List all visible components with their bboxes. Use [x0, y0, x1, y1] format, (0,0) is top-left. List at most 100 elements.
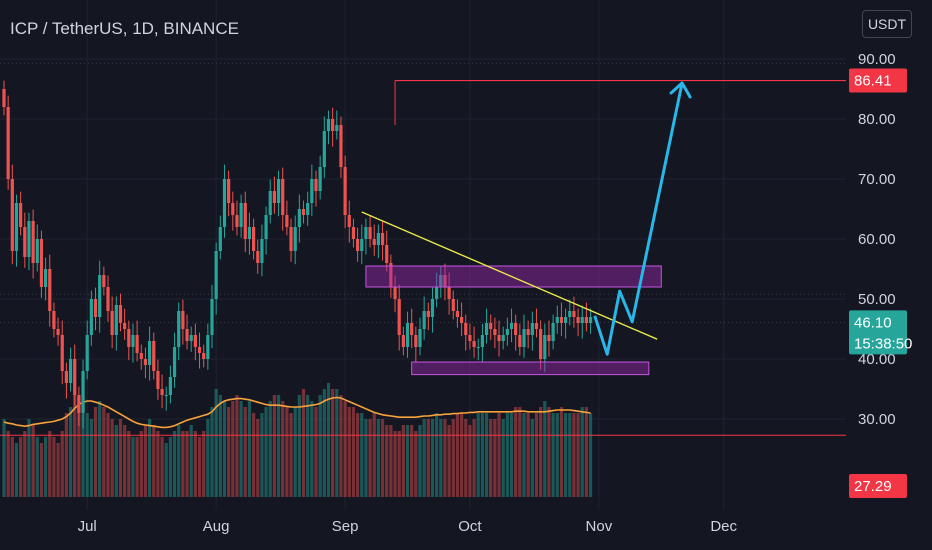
- volume-bar: [143, 425, 148, 497]
- volume-bar: [160, 437, 164, 497]
- volume-bar: [588, 413, 593, 497]
- volume-bar: [156, 431, 160, 497]
- candle-body: [418, 329, 422, 347]
- time-tick-label: Dec: [710, 518, 737, 535]
- volume-bar: [68, 407, 73, 497]
- volume-bar: [56, 443, 60, 497]
- volume-bar: [6, 431, 10, 497]
- volume-bar: [193, 431, 197, 497]
- volume-bar: [372, 413, 376, 497]
- candle-body: [268, 191, 272, 215]
- candle-body: [89, 299, 93, 335]
- price-axis[interactable]: 90.00 80.00 70.00 60.00 50.00 40.00 30.00: [858, 51, 896, 428]
- volume-bar: [152, 425, 156, 497]
- candle-body: [148, 341, 152, 365]
- candle-body: [193, 335, 197, 347]
- volume-bar: [584, 407, 588, 497]
- candle-body: [401, 335, 405, 347]
- volume-bar: [260, 413, 264, 497]
- candle-body: [256, 251, 260, 263]
- resistance-price-badge-text: 86.41: [854, 73, 892, 90]
- candle-body: [322, 131, 326, 167]
- volume-bar: [164, 443, 168, 497]
- current-price-badge: 46.10 15:38:50: [849, 310, 912, 355]
- candle-body: [435, 287, 439, 299]
- volume-bar: [114, 425, 118, 497]
- volume-bar: [530, 419, 534, 497]
- volume-bar: [31, 425, 35, 497]
- candle-body: [297, 209, 301, 227]
- volume-bar: [206, 419, 210, 497]
- candle-body: [127, 329, 131, 347]
- volume-bar: [410, 425, 414, 497]
- volume-bar: [214, 389, 218, 497]
- volume-bar: [501, 419, 505, 497]
- volume-bar: [27, 419, 31, 497]
- volume-bar: [389, 425, 393, 497]
- candle-body: [335, 125, 339, 131]
- volume-bar: [326, 383, 331, 497]
- volume-price-badge-bg: [849, 474, 907, 498]
- volume-bar: [185, 431, 189, 497]
- volume-bar: [343, 401, 347, 497]
- volume-bar: [368, 419, 372, 497]
- price-tick-label: 40.00: [858, 351, 896, 368]
- volume-bar: [559, 407, 564, 497]
- candle-body: [235, 215, 239, 227]
- candle-body: [518, 335, 522, 347]
- volume-bar: [401, 425, 405, 497]
- candle-body: [152, 341, 156, 371]
- currency-button[interactable]: USDT: [862, 10, 912, 38]
- volume-bar: [509, 413, 514, 497]
- candle-body: [522, 329, 526, 347]
- candle-body: [472, 341, 476, 347]
- volume-bar: [339, 395, 343, 497]
- volume-bar: [551, 413, 555, 497]
- candle-body: [281, 179, 285, 215]
- volume-bar: [397, 431, 401, 497]
- candle-body: [197, 347, 202, 353]
- candle-body: [559, 317, 564, 323]
- candle-body: [547, 335, 551, 341]
- volume-bar: [19, 437, 23, 497]
- candle-body: [239, 203, 243, 227]
- volume-bar: [181, 431, 185, 497]
- volume-bar: [447, 425, 451, 497]
- price-badges: 86.41 46.10 15:38:50 27.29: [849, 68, 912, 498]
- candle-body: [35, 239, 39, 263]
- candle-body: [164, 395, 168, 396]
- candle-body: [480, 335, 484, 347]
- volume-bar: [256, 419, 260, 497]
- volume-bar: [235, 395, 239, 497]
- candle-body: [23, 227, 27, 257]
- candle-body: [360, 239, 364, 251]
- volume-bars: [2, 383, 593, 497]
- candle-body: [123, 323, 127, 329]
- candle-body: [331, 119, 335, 131]
- volume-bar: [301, 389, 306, 497]
- volume-bar: [218, 395, 222, 497]
- candle-body: [19, 203, 23, 227]
- candle-body: [439, 275, 443, 287]
- volume-bar: [297, 395, 301, 497]
- volume-bar: [172, 431, 177, 497]
- candle-body: [139, 353, 143, 359]
- volume-bar: [322, 389, 326, 497]
- volume-bar: [455, 413, 460, 497]
- candle-body: [2, 89, 6, 107]
- volume-bar: [131, 437, 135, 497]
- projection-arrow: [593, 82, 684, 356]
- volume-bar: [376, 419, 380, 497]
- candle-body: [131, 335, 135, 347]
- volume-bar: [518, 407, 522, 497]
- candle-body: [214, 251, 218, 299]
- time-tick-label: Sep: [332, 518, 359, 535]
- time-axis[interactable]: Jul Aug Sep Oct Nov Dec: [78, 518, 738, 535]
- candle-body: [539, 329, 543, 359]
- volume-bar: [430, 419, 435, 497]
- volume-bar: [148, 419, 152, 497]
- volume-bar: [2, 419, 6, 497]
- volume-bar: [106, 413, 110, 497]
- candle-body: [106, 287, 110, 311]
